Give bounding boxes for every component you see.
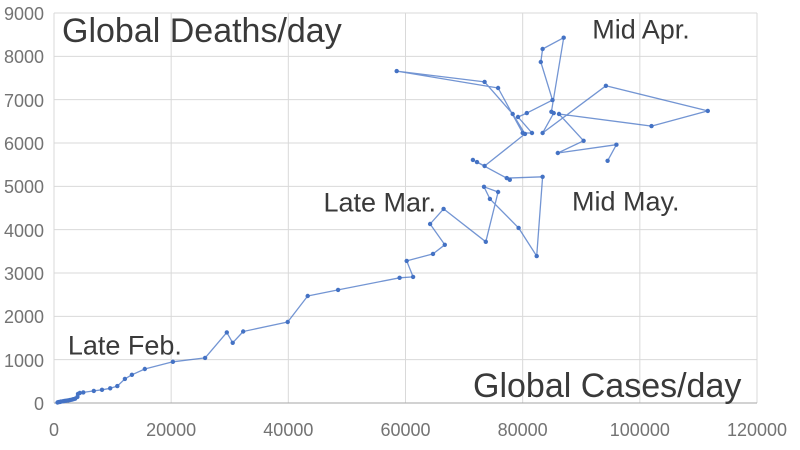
y-tick-label: 5000: [3, 177, 44, 198]
data-point-marker: [285, 319, 290, 325]
data-point-marker: [335, 287, 341, 293]
data-point-marker: [470, 157, 476, 163]
data-point-marker: [474, 159, 480, 165]
data-point-marker: [538, 59, 543, 65]
data-point-marker: [540, 130, 545, 136]
data-point-marker: [561, 35, 566, 40]
data-point-marker: [551, 110, 556, 116]
annotation-late-mar: Late Mar.: [323, 187, 436, 218]
x-tick-label: 0: [48, 420, 60, 440]
annotation-mid-may: Mid May.: [572, 186, 680, 217]
data-point-marker: [230, 340, 235, 345]
data-point-marker: [115, 383, 120, 389]
x-tick-label: 80000: [497, 420, 548, 440]
data-point-marker: [603, 83, 609, 89]
data-point-marker: [482, 79, 487, 85]
data-point-marker: [705, 108, 710, 114]
data-point-marker: [129, 372, 135, 377]
data-point-marker: [108, 386, 113, 391]
data-point-marker: [605, 158, 610, 163]
x-tick-label: 20000: [146, 420, 197, 440]
y-tick-label: 2000: [3, 307, 44, 328]
data-point-marker: [520, 130, 525, 136]
data-point-marker: [427, 221, 433, 227]
data-point-marker: [481, 184, 487, 189]
data-point-marker: [540, 46, 545, 52]
data-point-marker: [556, 111, 562, 117]
x-tick-label: 120000: [726, 420, 788, 440]
y-tick-label: 9000: [3, 4, 44, 24]
data-point-marker: [534, 253, 539, 259]
data-point-marker: [241, 329, 246, 334]
data-point-marker: [202, 355, 208, 361]
x-tick-label: 40000: [263, 420, 314, 440]
data-point-marker: [483, 239, 488, 244]
data-point-marker: [507, 177, 512, 182]
y-tick-label: 8000: [3, 47, 44, 68]
data-point-marker: [404, 258, 409, 264]
data-point-marker: [555, 150, 560, 156]
data-point-marker: [515, 114, 521, 120]
data-point-marker: [397, 275, 402, 280]
data-point-marker: [649, 123, 654, 129]
data-point-marker: [516, 225, 521, 231]
data-point-marker: [224, 330, 229, 335]
data-point-marker: [524, 110, 529, 116]
data-point-marker: [99, 387, 105, 392]
data-point-marker: [581, 138, 586, 143]
data-point-marker: [495, 85, 501, 91]
data-point-marker: [170, 359, 176, 364]
y-tick-label: 4000: [3, 220, 44, 241]
data-point-marker: [441, 206, 446, 212]
y-tick-label: 6000: [3, 134, 44, 154]
data-point-marker: [540, 174, 545, 179]
y-tick-label: 7000: [3, 90, 44, 111]
data-point-marker: [529, 130, 535, 136]
data-point-marker: [75, 391, 81, 397]
data-point-marker: [81, 390, 86, 395]
data-point-marker: [550, 97, 555, 103]
data-point-marker: [430, 251, 436, 257]
x-tick-label: 100000: [609, 420, 670, 440]
data-point-marker: [510, 111, 515, 117]
data-point-marker: [495, 189, 501, 195]
annotation-mid-apr: Mid Apr.: [592, 14, 690, 45]
y-tick-label: 1000: [3, 350, 44, 371]
data-point-marker: [410, 274, 416, 280]
y-tick-label: 0: [33, 394, 44, 414]
data-point-marker: [305, 293, 310, 299]
x-tick-label: 60000: [380, 420, 431, 440]
data-point-marker: [614, 142, 619, 147]
data-point-marker: [142, 366, 147, 372]
data-point-marker: [122, 376, 128, 382]
annotation-late-feb: Late Feb.: [67, 330, 182, 361]
data-point-marker: [442, 242, 447, 247]
y-tick-label: 3000: [3, 264, 44, 284]
data-point-marker: [487, 196, 493, 202]
x-axis-label: Global Cases/day: [473, 367, 742, 405]
chart-title: Global Deaths/day: [62, 12, 342, 50]
data-point-marker: [91, 388, 97, 394]
data-point-marker: [482, 163, 487, 169]
data-point-marker: [394, 68, 399, 74]
